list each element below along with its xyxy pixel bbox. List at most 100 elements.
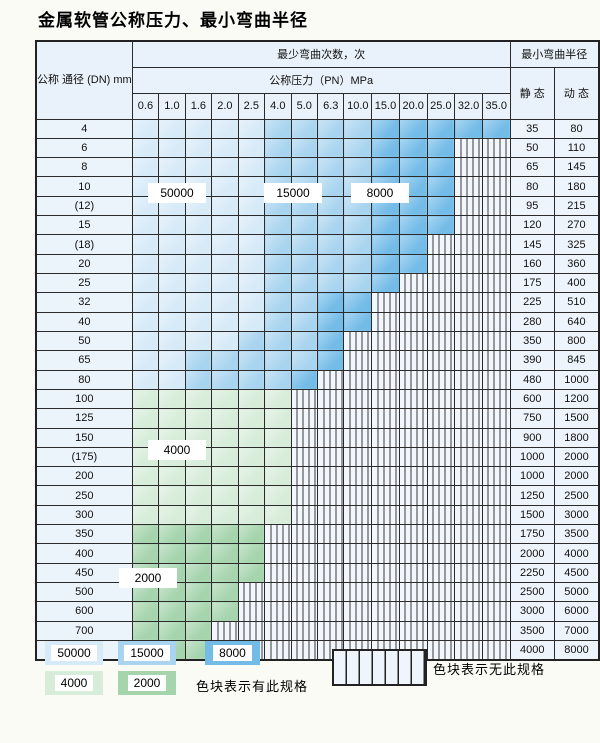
spec-cell: [316, 253, 345, 275]
dn-label: 25: [35, 272, 133, 294]
spec-cell: [158, 215, 186, 236]
cycles-header: 最少弯曲次数，次: [131, 40, 511, 68]
dynamic-value: 3500: [553, 524, 600, 545]
dynamic-value: 400: [553, 272, 600, 294]
no-spec-cell: [398, 524, 428, 545]
no-spec-cell: [371, 620, 400, 641]
spec-cell: [211, 292, 239, 313]
no-spec-cell: [481, 543, 511, 564]
pressure-col-header: 0.6: [131, 92, 160, 120]
spec-cell: [184, 272, 213, 294]
no-spec-cell: [481, 524, 511, 545]
spec-cell: [237, 195, 266, 217]
spec-cell: [264, 427, 292, 448]
spec-cell: [316, 272, 345, 294]
pressure-col-header: 25.0: [426, 92, 456, 120]
spec-cell: [343, 272, 373, 294]
dynamic-value: 215: [553, 195, 600, 217]
spec-cell: [371, 253, 400, 275]
no-spec-cell: [316, 446, 345, 468]
no-spec-cell: [398, 620, 428, 641]
zone-label-8000: 8000: [351, 183, 409, 204]
spec-cell: [290, 137, 319, 159]
spec-cell: [184, 350, 213, 371]
no-spec-cell: [316, 427, 345, 448]
dynamic-value: 845: [553, 350, 600, 371]
no-spec-cell: [290, 485, 319, 506]
no-spec-cell: [371, 485, 400, 506]
no-spec-cell: [454, 137, 483, 159]
no-spec-cell: [290, 466, 319, 487]
static-value: 145: [509, 234, 555, 255]
spec-cell: [264, 137, 292, 159]
spec-cell: [264, 485, 292, 506]
dn-label: 50: [35, 330, 133, 352]
no-spec-cell: [290, 427, 319, 448]
dn-label: 32: [35, 292, 133, 313]
spec-cell: [398, 234, 428, 255]
spec-cell: [158, 234, 186, 255]
pressure-col-header: 20.0: [398, 92, 428, 120]
no-spec-cell: [426, 388, 456, 410]
dn-label: 400: [35, 543, 133, 564]
table-row: 450 2250 4500: [35, 562, 600, 584]
dynamic-value: 2000: [553, 446, 600, 468]
no-spec-cell: [316, 601, 345, 622]
table-row: 150 900 1800: [35, 427, 600, 448]
spec-cell: [398, 137, 428, 159]
table-row: 700 3500 7000: [35, 620, 600, 641]
spec-cell: [158, 620, 186, 641]
pressure-col-header: 15.0: [371, 92, 400, 120]
no-spec-cell: [426, 292, 456, 313]
spec-cell: [211, 504, 239, 526]
no-spec-cell: [343, 427, 373, 448]
no-spec-cell: [371, 543, 400, 564]
no-spec-cell: [343, 388, 373, 410]
dynamic-value: 6000: [553, 601, 600, 622]
dynamic-value: 7000: [553, 620, 600, 641]
no-spec-cell: [481, 388, 511, 410]
static-value: 35: [509, 118, 555, 139]
spec-cell: [131, 118, 160, 139]
spec-cell: [158, 524, 186, 545]
no-spec-cell: [426, 350, 456, 371]
no-spec-cell: [290, 524, 319, 545]
spec-cell: [371, 137, 400, 159]
spec-cell: [184, 466, 213, 487]
dynamic-value: 80: [553, 118, 600, 139]
no-spec-cell: [343, 330, 373, 352]
table-row: 40 280 640: [35, 311, 600, 332]
spec-cell: [343, 253, 373, 275]
legend-8000: 8000: [205, 641, 260, 665]
pressure-col-header: 6.3: [316, 92, 345, 120]
dynamic-value: 270: [553, 215, 600, 236]
no-spec-cell: [398, 272, 428, 294]
spec-cell: [371, 157, 400, 178]
dynamic-value: 510: [553, 292, 600, 313]
spec-cell: [211, 485, 239, 506]
spec-cell: [398, 215, 428, 236]
dn-label: 80: [35, 369, 133, 390]
spec-cell: [184, 408, 213, 429]
static-value: 600: [509, 388, 555, 410]
no-spec-cell: [481, 330, 511, 352]
spec-cell: [184, 137, 213, 159]
table-row: 6 50 110: [35, 137, 600, 159]
spec-cell: [211, 562, 239, 584]
no-spec-cell: [426, 601, 456, 622]
spec-cell: [237, 485, 266, 506]
page-title: 金属软管公称压力、最小弯曲半径: [38, 11, 308, 31]
spec-cell: [158, 311, 186, 332]
no-spec-cell: [481, 253, 511, 275]
no-spec-cell: [316, 620, 345, 641]
no-spec-cell: [371, 427, 400, 448]
dn-label: 20: [35, 253, 133, 275]
dynamic-value: 1200: [553, 388, 600, 410]
no-spec-sample-box: [332, 649, 427, 686]
dynamic-value: 4000: [553, 543, 600, 564]
spec-cell: [237, 215, 266, 236]
spec-cell: [184, 620, 213, 641]
static-value: 175: [509, 272, 555, 294]
no-spec-cell: [454, 292, 483, 313]
no-spec-cell: [398, 427, 428, 448]
